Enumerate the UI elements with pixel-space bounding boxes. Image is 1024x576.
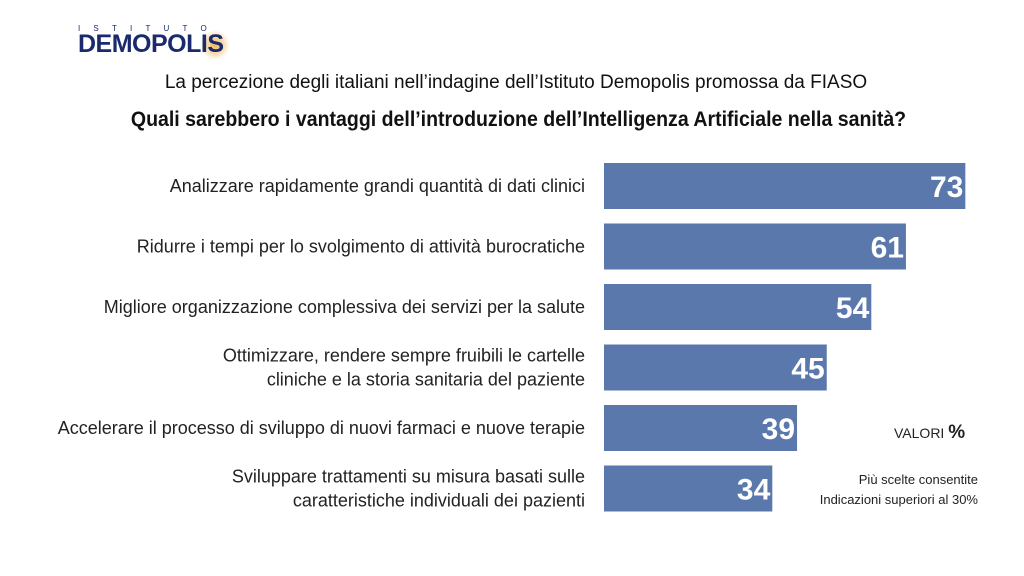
category-label-1: Analizzare rapidamente grandi quantità d… bbox=[170, 176, 585, 196]
category-label-2: Ridurre i tempi per lo svolgimento di at… bbox=[137, 237, 585, 257]
category-label-3: Migliore organizzazione complessiva dei … bbox=[104, 297, 585, 317]
category-label-6-line-2: caratteristiche individuali dei pazienti bbox=[293, 491, 585, 511]
logo-big-text: DEMOPOLIS bbox=[78, 30, 224, 58]
bar-1 bbox=[604, 163, 966, 209]
demopolis-logo: ISTITUTO DEMOPOLIS bbox=[78, 24, 268, 60]
logo-small-text: ISTITUTO bbox=[78, 24, 220, 33]
chart-title: Quali sarebbero i vantaggi dell’introduz… bbox=[130, 108, 907, 131]
subtitle: La percezione degli italiani nell’indagi… bbox=[164, 72, 868, 93]
unit-note: VALORI % bbox=[894, 422, 965, 444]
category-label-4-line-1: Ottimizzare, rendere sempre fruibili le … bbox=[223, 346, 585, 366]
bar-value-label-4: 45 bbox=[791, 353, 824, 386]
bar-value-label-2: 61 bbox=[871, 232, 904, 265]
bar-value-label-3: 54 bbox=[836, 292, 870, 325]
bar-6 bbox=[604, 465, 773, 512]
bar-4 bbox=[604, 344, 827, 391]
bar-2 bbox=[604, 223, 906, 270]
note-multiple-choice: Più scelte consentite bbox=[858, 472, 978, 487]
category-label-4-line-2: cliniche e la storia sanitaria del pazie… bbox=[267, 370, 585, 390]
bar-5 bbox=[604, 405, 798, 451]
bar-value-label-6: 34 bbox=[737, 474, 771, 507]
bar-value-label-5: 39 bbox=[762, 413, 795, 446]
category-label-6-line-1: Sviluppare trattamenti su misura basati … bbox=[232, 467, 585, 487]
unit-symbol: % bbox=[948, 422, 966, 443]
note-threshold: Indicazioni superiori al 30% bbox=[819, 492, 978, 507]
logo-sun-icon bbox=[200, 30, 230, 60]
unit-label: VALORI bbox=[894, 425, 945, 441]
bar-value-label-1: 73 bbox=[930, 171, 963, 204]
category-label-5: Accelerare il processo di sviluppo di nu… bbox=[58, 418, 585, 438]
bar-3 bbox=[604, 284, 872, 330]
